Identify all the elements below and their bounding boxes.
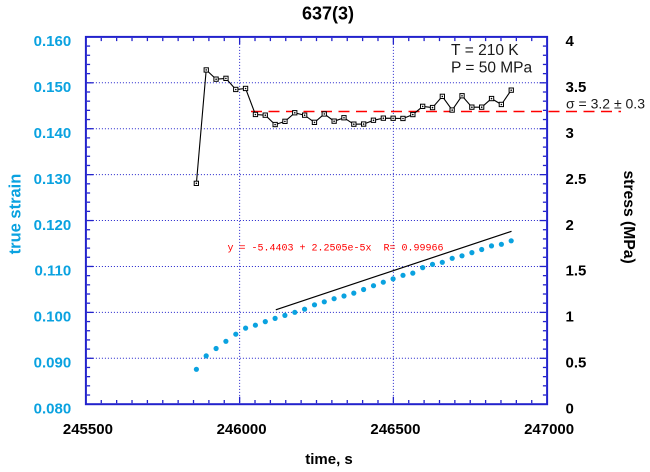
svg-text:0.5: 0.5: [566, 355, 587, 372]
svg-text:time, s: time, s: [305, 451, 353, 468]
svg-text:2.5: 2.5: [566, 171, 587, 188]
svg-text:246500: 246500: [370, 421, 420, 438]
svg-text:245500: 245500: [63, 421, 113, 438]
svg-text:246000: 246000: [217, 421, 267, 438]
svg-text:0.140: 0.140: [34, 125, 72, 142]
svg-text:0.130: 0.130: [34, 171, 72, 188]
svg-text:2: 2: [566, 217, 574, 234]
svg-text:0.100: 0.100: [34, 309, 72, 326]
svg-text:σ = 3.2 ± 0.3: σ = 3.2 ± 0.3: [566, 96, 645, 112]
svg-text:T = 210 K: T = 210 K: [451, 42, 519, 59]
svg-text:0.160: 0.160: [34, 33, 72, 50]
svg-text:3.5: 3.5: [566, 79, 587, 96]
svg-text:637(3): 637(3): [302, 4, 354, 24]
svg-text:0: 0: [566, 400, 574, 417]
svg-text:stress (MPa): stress (MPa): [620, 170, 637, 263]
svg-text:0.120: 0.120: [34, 217, 72, 234]
svg-text:0.090: 0.090: [34, 355, 72, 372]
svg-text:y = -5.4403 + 2.2505e-5x R= 0: y = -5.4403 + 2.2505e-5x R= 0.99966: [228, 244, 444, 255]
svg-text:4: 4: [566, 33, 575, 50]
svg-text:3: 3: [566, 125, 574, 142]
svg-text:0.150: 0.150: [34, 79, 72, 96]
svg-text:1.5: 1.5: [566, 263, 587, 280]
svg-text:247000: 247000: [524, 421, 574, 438]
svg-text:true strain: true strain: [7, 174, 25, 255]
svg-text:0.080: 0.080: [34, 400, 72, 417]
svg-text:P = 50 MPa: P = 50 MPa: [451, 59, 533, 76]
svg-text:1: 1: [566, 309, 574, 326]
svg-text:0.110: 0.110: [34, 263, 71, 280]
